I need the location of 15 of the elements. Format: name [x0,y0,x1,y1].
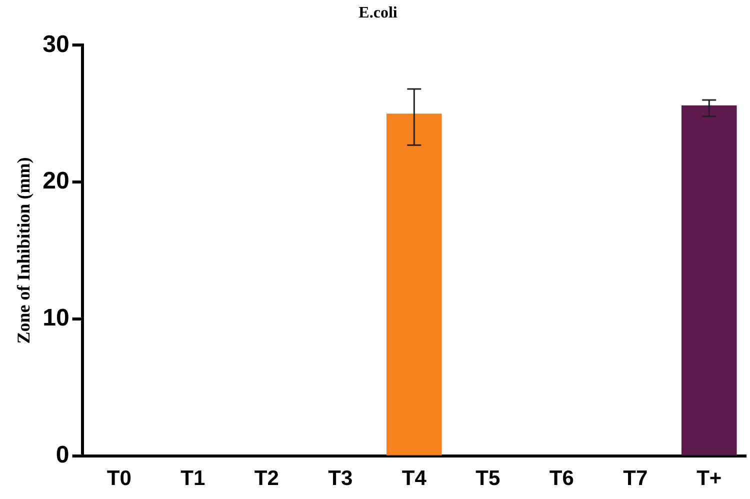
y-tick-label: 30 [42,30,70,58]
y-axis-title: Zone of Inhibition (mm) [13,157,34,344]
x-tick-label: T0 [106,467,132,490]
x-tick-label: T+ [696,467,722,490]
x-tick-label: T7 [623,467,648,490]
chart-title: E.coli [358,4,398,22]
x-tick-label: T3 [328,467,353,490]
y-tick-label: 10 [42,304,70,332]
x-tick-label: T2 [254,467,279,490]
x-tick-label: T1 [180,467,206,490]
x-tick-label: T4 [402,467,427,490]
x-tick-label: T5 [476,467,500,490]
y-tick-label: 0 [56,441,70,468]
y-tick-label: 20 [42,168,70,195]
x-tick-label: T6 [549,467,574,490]
